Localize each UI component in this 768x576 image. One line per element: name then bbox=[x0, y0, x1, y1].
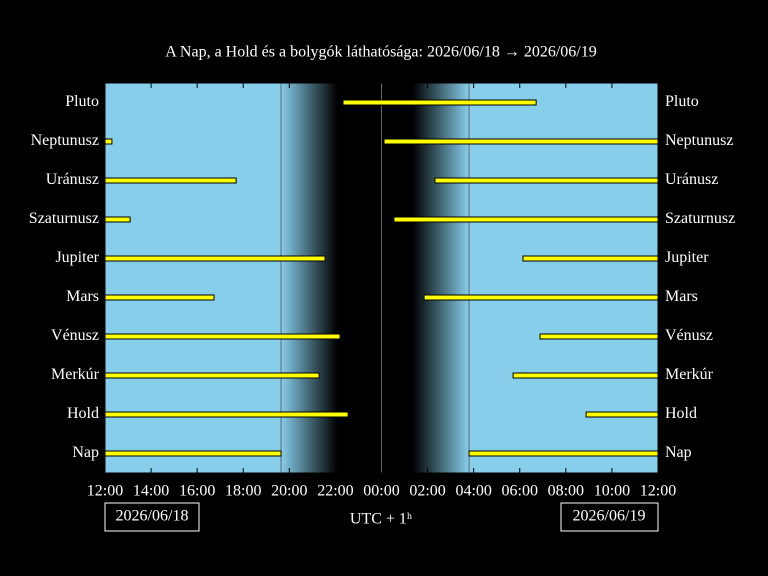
start-date: 2026/06/18 bbox=[116, 508, 189, 525]
row-label: Neptunusz bbox=[665, 132, 733, 149]
row-label: Neptunusz bbox=[31, 132, 99, 149]
x-tick-label: 04:00 bbox=[455, 483, 491, 500]
visibility-bar bbox=[104, 372, 320, 379]
x-tick-label: 00:00 bbox=[363, 483, 399, 500]
chart-title: A Nap, a Hold és a bolygók láthatósága: … bbox=[165, 44, 597, 61]
visibility-bar bbox=[104, 333, 341, 340]
row-label: Merkúr bbox=[665, 366, 714, 383]
x-tick-label: 18:00 bbox=[225, 483, 261, 500]
x-tick-label: 10:00 bbox=[594, 483, 630, 500]
row-label: Szaturnusz bbox=[665, 210, 735, 227]
row-label: Mars bbox=[66, 288, 99, 305]
x-tick-label: 08:00 bbox=[548, 483, 584, 500]
dusk bbox=[281, 83, 338, 473]
visibility-bar bbox=[434, 177, 659, 184]
row-label: Pluto bbox=[665, 93, 699, 110]
visibility-bar bbox=[512, 372, 659, 379]
row-label: Nap bbox=[665, 444, 692, 461]
visibility-bar bbox=[383, 138, 659, 145]
plot-frame bbox=[104, 82, 659, 474]
row-label: Nap bbox=[72, 444, 99, 461]
visibility-bar bbox=[104, 216, 131, 223]
dawn bbox=[412, 83, 470, 473]
x-tick-label: 16:00 bbox=[179, 483, 215, 500]
x-tick-label: 02:00 bbox=[409, 483, 445, 500]
visibility-bar bbox=[585, 411, 659, 418]
visibility-bar bbox=[393, 216, 659, 223]
visibility-bar bbox=[342, 99, 537, 106]
row-label: Hold bbox=[665, 405, 697, 422]
row-label: Vénusz bbox=[51, 327, 99, 344]
visibility-bar bbox=[522, 255, 659, 262]
x-tick-label: 14:00 bbox=[133, 483, 169, 500]
visibility-bar bbox=[539, 333, 659, 340]
x-tick-label: 22:00 bbox=[317, 483, 353, 500]
row-label: Vénusz bbox=[665, 327, 713, 344]
row-label: Jupiter bbox=[665, 249, 709, 266]
visibility-bar bbox=[104, 411, 349, 418]
x-axis-label: UTC + 1ʰ bbox=[350, 511, 412, 528]
date-box bbox=[560, 502, 659, 532]
row-label: Uránusz bbox=[46, 171, 99, 188]
row-label: Merkúr bbox=[51, 366, 100, 383]
visibility-bar bbox=[104, 177, 237, 184]
date-box bbox=[104, 502, 200, 532]
row-label: Hold bbox=[67, 405, 99, 422]
row-label: Uránusz bbox=[665, 171, 718, 188]
visibility-bar bbox=[104, 138, 113, 145]
x-tick-label: 20:00 bbox=[271, 483, 307, 500]
visibility-bar bbox=[104, 255, 326, 262]
row-label: Mars bbox=[665, 288, 698, 305]
visibility-bar bbox=[104, 450, 282, 457]
row-label: Pluto bbox=[65, 93, 99, 110]
night bbox=[336, 83, 414, 473]
x-tick-label: 12:00 bbox=[640, 483, 676, 500]
visibility-bar bbox=[468, 450, 659, 457]
x-tick-label: 12:00 bbox=[87, 483, 123, 500]
x-tick-label: 06:00 bbox=[502, 483, 538, 500]
end-date: 2026/06/19 bbox=[573, 508, 646, 525]
row-label: Szaturnusz bbox=[29, 210, 99, 227]
visibility-bar bbox=[423, 294, 659, 301]
row-label: Jupiter bbox=[55, 249, 99, 266]
visibility-bar bbox=[104, 294, 215, 301]
